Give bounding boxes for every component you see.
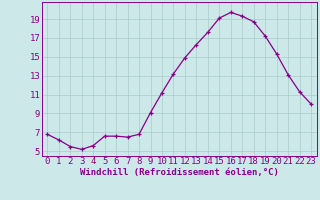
- X-axis label: Windchill (Refroidissement éolien,°C): Windchill (Refroidissement éolien,°C): [80, 168, 279, 177]
